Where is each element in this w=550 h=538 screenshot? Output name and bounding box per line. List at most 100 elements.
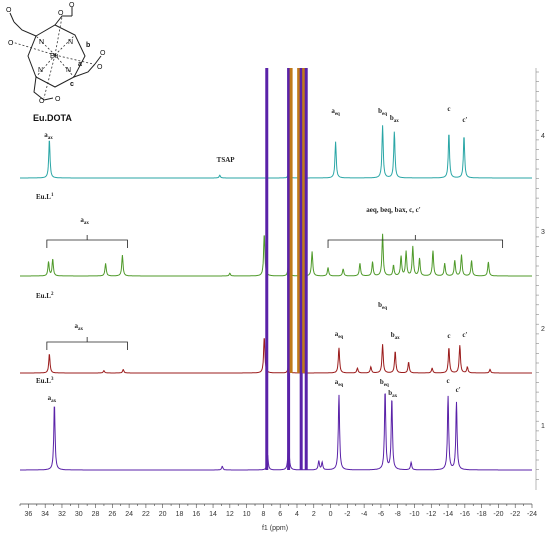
bond-label-a: a: [78, 61, 82, 68]
x-tick-label: -16: [460, 511, 470, 518]
x-tick-label: 8: [261, 511, 265, 518]
spectrum-line-eu-l2: [20, 338, 532, 374]
x-tick-label: -14: [443, 511, 453, 518]
peak-label: aeq: [335, 330, 344, 340]
peak-label: TSAP: [217, 156, 236, 164]
atom-label: N: [68, 39, 73, 46]
peak-label: beq: [378, 107, 387, 117]
peak-label: c: [447, 332, 450, 340]
x-axis-title: f1 (ppm): [262, 525, 288, 532]
spectrum-line-eu-l3: [20, 393, 532, 471]
x-tick-label: -8: [395, 511, 401, 518]
bracket: [46, 235, 128, 248]
series-label: Eu.L1: [36, 193, 54, 201]
peak-label: bax: [388, 389, 397, 399]
peak-label: aax: [44, 131, 53, 141]
eu-dota-structure: Eu N N N N O O O O O O O O b a c Eu.DOTA: [6, 2, 106, 123]
series-label: Eu.L2: [36, 292, 54, 300]
peak-label: beq: [378, 301, 387, 311]
atom-label: O: [97, 64, 103, 71]
x-tick-label: -10: [409, 511, 419, 518]
solvent-peak: [299, 68, 303, 470]
right-axis-label: 3: [541, 229, 545, 236]
x-tick-label: 6: [278, 511, 282, 518]
solvent-peak: [265, 68, 269, 470]
x-tick-label: 12: [226, 511, 234, 518]
x-tick-label: -24: [527, 511, 537, 518]
x-tick-label: 36: [24, 511, 32, 518]
peak-label: aax: [75, 322, 84, 332]
solvent-peak: [287, 68, 291, 470]
peak-label: c: [447, 377, 450, 385]
series-labels: Eu.L1 Eu.L2 Eu.L3: [36, 193, 54, 385]
x-tick-label: -2: [344, 511, 350, 518]
x-tick-label: 14: [209, 511, 217, 518]
peak-label: beq: [380, 378, 389, 388]
spectrum-line-eu-dota: [20, 125, 532, 179]
atom-label: O: [39, 98, 45, 105]
solvent-peak: [302, 68, 306, 373]
solvent-peak: [289, 68, 293, 373]
bond-label-b: b: [86, 42, 90, 49]
peak-label: aeq: [331, 107, 340, 117]
x-tick-label: 4: [295, 511, 299, 518]
spectra-traces: [20, 125, 532, 471]
x-tick-label: 10: [243, 511, 251, 518]
atom-label: N: [66, 67, 71, 74]
atom-label: N: [38, 67, 43, 74]
solvent-peak: [304, 68, 308, 470]
bracket: [46, 337, 128, 350]
x-tick-label: -6: [378, 511, 384, 518]
x-tick-label: 26: [108, 511, 116, 518]
x-tick-label: -12: [426, 511, 436, 518]
atom-label: O: [55, 96, 61, 103]
solvent-peaks: [265, 68, 308, 470]
peak-label: c': [462, 331, 467, 339]
peak-label: aeq, beq, bax, c, c': [366, 206, 421, 214]
peak-label: c': [462, 116, 467, 124]
x-tick-label: -20: [493, 511, 503, 518]
x-tick-label: 22: [142, 511, 150, 518]
x-tick-label: 32: [58, 511, 66, 518]
x-tick-label: 28: [92, 511, 100, 518]
x-tick-label: 16: [192, 511, 200, 518]
bracket: [327, 235, 504, 248]
metal-label: Eu: [50, 53, 59, 60]
right-axis-label: 4: [541, 133, 545, 140]
peak-label: aeq: [335, 378, 344, 388]
right-axis-label: 1: [541, 423, 545, 430]
bond-label-c: c: [70, 81, 74, 88]
atom-label: O: [8, 40, 14, 47]
x-tick-label: 20: [159, 511, 167, 518]
peak-label: aax: [80, 216, 89, 226]
peak-label: c': [456, 386, 461, 394]
peak-brackets: [46, 235, 504, 350]
x-tick-label: 0: [329, 511, 333, 518]
atom-label: O: [100, 50, 106, 57]
right-axis: 1 2 3 4: [535, 68, 545, 490]
x-tick-label: -18: [477, 511, 487, 518]
atom-label: O: [6, 7, 12, 14]
structure-title: Eu.DOTA: [33, 113, 72, 123]
peak-label: bax: [391, 331, 400, 341]
peak-label: c: [447, 105, 450, 113]
x-tick-label: -4: [361, 511, 367, 518]
peak-label: aax: [48, 394, 57, 404]
x-axis: 36 34 32 30 28 26 24 22 20 18 16 14 12 10 8 6 4 2 0 -2 -4 -6-…: [19, 503, 537, 518]
right-axis-label: 2: [541, 326, 545, 333]
x-tick-label: 2: [312, 511, 316, 518]
coordination-bonds: [11, 16, 94, 99]
peak-label: bax: [390, 114, 399, 124]
atom-label: O: [69, 2, 75, 9]
x-tick-label: 24: [125, 511, 133, 518]
spectrum-line-eu-l1: [20, 233, 532, 277]
atom-label: N: [39, 39, 44, 46]
series-label: Eu.L3: [36, 377, 54, 385]
x-tick-label: 34: [41, 511, 49, 518]
x-tick-label: -22: [510, 511, 520, 518]
x-tick-label: 30: [75, 511, 83, 518]
solvent-peak: [297, 68, 301, 373]
x-tick-label: 18: [176, 511, 184, 518]
